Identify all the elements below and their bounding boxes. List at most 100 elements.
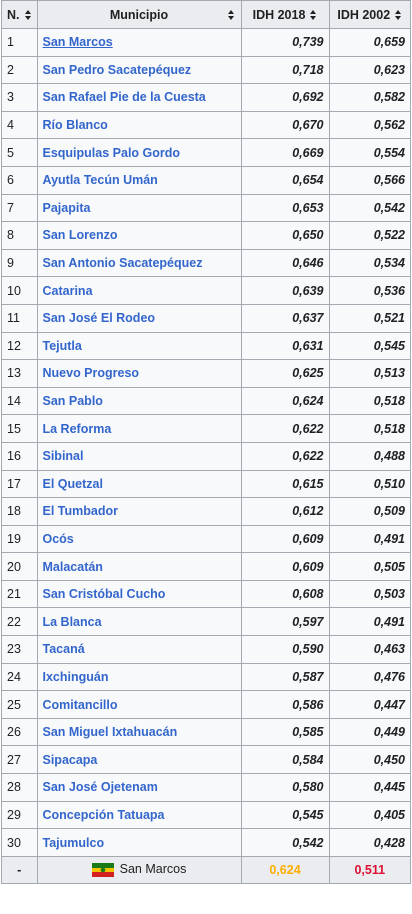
row-number: 3	[1, 83, 38, 112]
sort-icon[interactable]	[24, 9, 32, 21]
municipio-link[interactable]: San Lorenzo	[42, 228, 118, 243]
row-number: 20	[1, 552, 38, 581]
municipio-link[interactable]: Tacaná	[42, 642, 85, 657]
municipio-cell: La Reforma	[36, 414, 242, 443]
column-header-municipio-label: Municipio	[109, 7, 169, 22]
table-row: 1 San Marcos 0,739 0,659	[1, 28, 411, 57]
municipio-link[interactable]: El Tumbador	[42, 504, 118, 519]
municipio-link[interactable]: Malacatán	[42, 559, 103, 574]
municipio-link[interactable]: Pajapita	[42, 200, 91, 215]
municipio-link[interactable]: Sibinal	[42, 449, 84, 464]
idh-2018-value: 0,653	[240, 193, 330, 223]
idh-2002-value: 0,566	[328, 165, 411, 195]
row-number: 8	[1, 221, 38, 250]
idh-2018-value: 0,609	[240, 552, 330, 581]
row-number: 4	[1, 110, 38, 140]
table-body: 1 San Marcos 0,739 0,659 2 San Pedro Sacatepé…	[1, 28, 411, 884]
idh-2018-value: 0,739	[240, 28, 330, 57]
municipio-cell: San Cristóbal Cucho	[36, 579, 242, 609]
municipio-link[interactable]: San José Ojetenam	[42, 780, 158, 795]
table-row: 21 San Cristóbal Cucho 0,608 0,503	[1, 579, 411, 609]
municipio-cell: Tajumulco	[36, 828, 242, 857]
sort-icon[interactable]	[227, 9, 235, 21]
municipio-link[interactable]: San Antonio Sacatepéquez	[42, 256, 203, 271]
idh-2018-value: 0,597	[240, 607, 330, 637]
municipio-cell: Esquipulas Palo Gordo	[36, 138, 242, 167]
table-row: 14 San Pablo 0,624 0,518	[1, 386, 411, 416]
table-row: 9 San Antonio Sacatepéquez 0,646 0,534	[1, 248, 411, 278]
municipio-link[interactable]: Nuevo Progreso	[42, 366, 140, 381]
municipio-cell: San Rafael Pie de la Cuesta	[36, 83, 242, 112]
municipio-link[interactable]: San Miguel Ixtahuacán	[42, 725, 178, 740]
municipio-link[interactable]: San Pedro Sacatepéquez	[42, 62, 192, 77]
municipio-link[interactable]: El Quetzal	[42, 476, 103, 491]
idh-2018-value: 0,639	[240, 276, 330, 305]
municipio-cell: San Pedro Sacatepéquez	[36, 55, 242, 85]
municipio-link[interactable]: San Cristóbal Cucho	[42, 587, 166, 602]
sort-icon[interactable]	[309, 9, 317, 21]
municipio-link[interactable]: La Blanca	[42, 614, 102, 629]
table-row: 12 Tejutla 0,631 0,545	[1, 331, 411, 361]
municipio-link[interactable]: Ocós	[42, 531, 74, 546]
municipio-link[interactable]: Tejutla	[42, 338, 82, 353]
idh-2002-value: 0,534	[328, 248, 411, 278]
municipio-link[interactable]: Sipacapa	[42, 752, 98, 767]
table-row: 7 Pajapita 0,653 0,542	[1, 193, 411, 223]
row-number: 7	[1, 193, 38, 223]
summary-number: -	[1, 855, 38, 884]
idh-2002-value: 0,449	[328, 717, 411, 747]
idh-2002-value: 0,503	[328, 579, 411, 609]
municipio-cell: Malacatán	[36, 552, 242, 581]
municipio-link[interactable]: Río Blanco	[42, 118, 108, 133]
idh-2018-value: 0,631	[240, 331, 330, 361]
idh-2018-value: 0,542	[240, 828, 330, 857]
municipio-link[interactable]: Comitancillo	[42, 697, 118, 712]
municipio-link[interactable]: Ayutla Tecún Umán	[42, 173, 158, 188]
municipio-link[interactable]: Ixchinguán	[42, 669, 109, 684]
column-header-idh-2018-label: IDH 2018	[252, 7, 306, 22]
idh-2018-value: 0,637	[240, 303, 330, 333]
idh-2002-value: 0,623	[328, 55, 411, 85]
table-row: 30 Tajumulco 0,542 0,428	[1, 828, 411, 857]
idh-2002-value: 0,510	[328, 469, 411, 499]
municipio-link[interactable]: Concepción Tatuapa	[42, 807, 165, 822]
column-header-municipio[interactable]: Municipio	[36, 0, 242, 29]
row-number: 5	[1, 138, 38, 167]
row-number: 24	[1, 662, 38, 692]
idh-2002-value: 0,447	[328, 690, 411, 719]
idh-2002-value: 0,428	[328, 828, 411, 857]
idh-2002-value: 0,488	[328, 441, 411, 471]
table-row: 16 Sibinal 0,622 0,488	[1, 441, 411, 471]
idh-2018-value: 0,545	[240, 800, 330, 830]
table-row: 25 Comitancillo 0,586 0,447	[1, 690, 411, 719]
row-number: 10	[1, 276, 38, 305]
header-row: N. Municipio IDH 2018 IDH 2002	[1, 0, 411, 29]
municipio-link[interactable]: San Pablo	[42, 394, 103, 409]
row-number: 28	[1, 773, 38, 802]
idh-2002-value: 0,522	[328, 221, 411, 250]
sort-icon[interactable]	[394, 9, 402, 21]
idh-2002-value: 0,659	[328, 28, 411, 57]
summary-place-name: San Marcos	[119, 862, 187, 877]
table-row: 5 Esquipulas Palo Gordo 0,669 0,554	[1, 138, 411, 167]
table-row: 10 Catarina 0,639 0,536	[1, 276, 411, 305]
table-row: 3 San Rafael Pie de la Cuesta 0,692 0,582	[1, 83, 411, 112]
municipio-cell: Sibinal	[36, 441, 242, 471]
idh-2002-value: 0,405	[328, 800, 411, 830]
column-header-number[interactable]: N.	[1, 0, 38, 29]
municipio-link[interactable]: San José El Rodeo	[42, 311, 156, 326]
idh-2018-value: 0,624	[240, 386, 330, 416]
municipio-link[interactable]: Catarina	[42, 283, 93, 298]
municipio-link[interactable]: Tajumulco	[42, 835, 105, 850]
municipio-link[interactable]: Esquipulas Palo Gordo	[42, 145, 181, 160]
municipio-link[interactable]: San Marcos	[42, 35, 113, 50]
municipio-link[interactable]: La Reforma	[42, 421, 112, 436]
column-header-idh-2018[interactable]: IDH 2018	[240, 0, 330, 29]
municipio-link[interactable]: San Rafael Pie de la Cuesta	[42, 90, 206, 105]
idh-2018-value: 0,669	[240, 138, 330, 167]
idh-2002-value: 0,536	[328, 276, 411, 305]
table-row: 8 San Lorenzo 0,650 0,522	[1, 221, 411, 250]
municipio-cell: Ocós	[36, 524, 242, 554]
municipio-cell: El Quetzal	[36, 469, 242, 499]
column-header-idh-2002[interactable]: IDH 2002	[328, 0, 411, 29]
